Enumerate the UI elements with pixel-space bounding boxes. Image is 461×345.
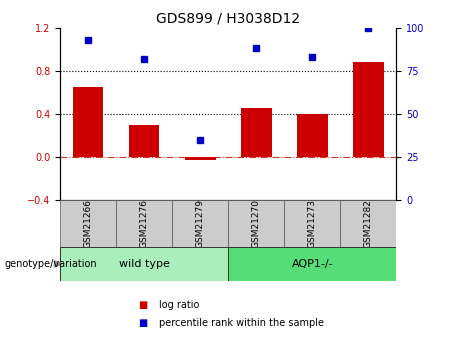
Bar bbox=[72, 87, 103, 157]
Bar bbox=[241, 108, 272, 157]
Text: GSM21273: GSM21273 bbox=[308, 199, 317, 248]
Bar bbox=[353, 62, 384, 157]
Text: percentile rank within the sample: percentile rank within the sample bbox=[159, 318, 324, 327]
Text: GSM21282: GSM21282 bbox=[364, 199, 373, 248]
Bar bbox=[284, 200, 340, 247]
Bar bbox=[172, 200, 228, 247]
Bar bbox=[228, 247, 396, 281]
Bar bbox=[185, 157, 216, 160]
Text: AQP1-/-: AQP1-/- bbox=[291, 259, 333, 269]
Bar bbox=[340, 200, 396, 247]
Text: GSM21270: GSM21270 bbox=[252, 199, 261, 248]
Text: ■: ■ bbox=[138, 300, 148, 310]
Text: genotype/variation: genotype/variation bbox=[5, 259, 97, 269]
Text: GSM21266: GSM21266 bbox=[83, 199, 93, 248]
Text: wild type: wild type bbox=[118, 259, 170, 269]
Bar bbox=[129, 125, 160, 157]
Bar bbox=[228, 200, 284, 247]
Bar bbox=[60, 200, 116, 247]
Bar bbox=[297, 114, 328, 157]
Text: GSM21276: GSM21276 bbox=[140, 199, 148, 248]
Title: GDS899 / H3038D12: GDS899 / H3038D12 bbox=[156, 11, 300, 25]
Bar bbox=[116, 200, 172, 247]
Text: log ratio: log ratio bbox=[159, 300, 200, 310]
Text: ■: ■ bbox=[138, 318, 148, 327]
Text: GSM21279: GSM21279 bbox=[195, 199, 205, 248]
Bar bbox=[60, 247, 228, 281]
Polygon shape bbox=[54, 260, 62, 267]
